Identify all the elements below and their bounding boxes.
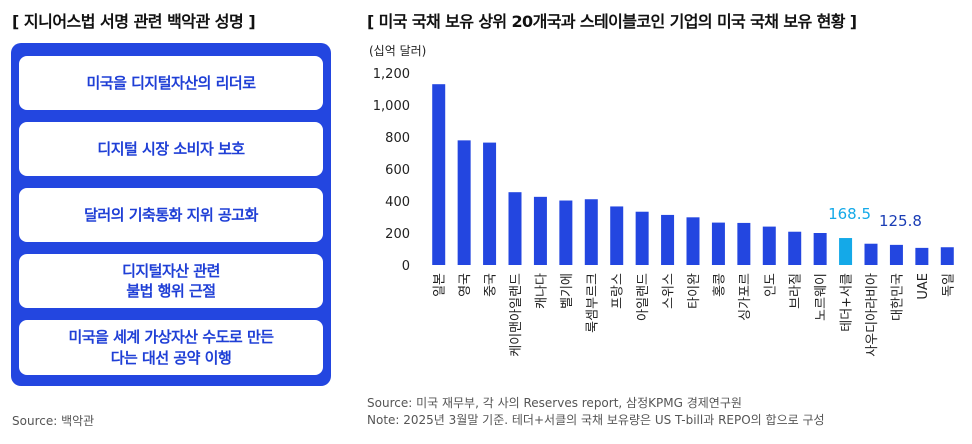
- x-tick-label: 캐나다: [534, 273, 549, 309]
- x-tick-label: 인도: [763, 273, 778, 297]
- chart-note: Note: 2025년 3월말 기준. 테더+서클의 국채 보유량은 US T-…: [367, 413, 825, 427]
- y-tick-label: 1,200: [373, 67, 410, 82]
- y-tick-label: 600: [385, 163, 410, 178]
- left-panel-title: [ 지니어스법 서명 관련 백악관 성명 ]: [12, 12, 256, 31]
- bar: [635, 211, 649, 265]
- y-tick-label: 0: [402, 259, 410, 274]
- y-tick-label: 1,000: [373, 99, 410, 114]
- x-tick-label: 싱가포르: [738, 273, 753, 321]
- x-tick-label: 독일: [941, 273, 956, 297]
- x-tick-label: 대한민국: [890, 273, 905, 321]
- bar: [584, 199, 598, 265]
- bar: [788, 231, 802, 265]
- bar: [508, 192, 522, 265]
- bar-chart: 0 200 400 600 800 1,000 1,200 일본 영국 중국 케이맨아일랜드 캐나다 벨…: [373, 67, 957, 357]
- x-tick-label: 브라질: [789, 273, 804, 309]
- x-tick-label: 아일랜드: [636, 273, 651, 321]
- y-tick-label: 400: [385, 195, 410, 210]
- x-tick-label: UAE: [916, 273, 931, 300]
- bar: [533, 196, 547, 265]
- statement-item-text: 미국을 세계 가상자산 수도로 만든 다는 대선 공약 이행: [68, 328, 274, 367]
- bar: [915, 247, 929, 265]
- y-tick-label: 200: [385, 227, 410, 242]
- bar: [457, 140, 471, 265]
- bar: [661, 214, 675, 265]
- bar: [940, 247, 954, 265]
- statement-item: 디지털 시장 소비자 보호: [19, 122, 323, 176]
- data-label: 125.8: [879, 212, 922, 230]
- bar: [559, 200, 573, 265]
- bar: [864, 243, 878, 265]
- x-tick-label: 사우디아라비아: [865, 273, 880, 357]
- x-tick-label: 케이맨아일랜드: [509, 273, 524, 357]
- x-tick-label: 테더+서클: [840, 273, 855, 332]
- x-tick-label: 프랑스: [611, 273, 626, 309]
- left-source: Source: 백악관: [12, 414, 95, 428]
- chart-unit-label: (십억 달러): [369, 44, 427, 58]
- x-tick-label: 타이완: [687, 273, 702, 309]
- y-tick-label: 800: [385, 131, 410, 146]
- bar: [889, 244, 903, 265]
- x-tick-label: 중국: [484, 273, 499, 297]
- x-tick-label: 룩셈부르크: [585, 273, 600, 333]
- statement-item-text: 디지털 시장 소비자 보호: [97, 139, 245, 158]
- x-tick-label: 일본: [433, 273, 448, 297]
- x-tick-label: 스위스: [662, 273, 677, 309]
- x-tick-label: 영국: [458, 273, 473, 297]
- chart-title: [ 미국 국채 보유 상위 20개국과 스테이블코인 기업의 미국 국채 보유 …: [367, 12, 857, 31]
- chart-source: Source: 미국 재무부, 각 사의 Reserves report, 삼정…: [367, 396, 742, 410]
- statement-item-text: 미국을 디지털자산의 리더로: [86, 73, 256, 92]
- data-label: 168.5: [828, 205, 871, 223]
- x-tick-label: 홍콩: [712, 273, 727, 297]
- x-tick-label: 노르웨이: [814, 273, 829, 321]
- bar: [432, 84, 446, 265]
- bar: [686, 217, 700, 265]
- statement-panel: 미국을 디지털자산의 리더로 디지털 시장 소비자 보호 달러의 기축통화 지위…: [11, 43, 331, 386]
- bar: [711, 222, 725, 265]
- bar: [610, 206, 624, 265]
- statement-item: 미국을 세계 가상자산 수도로 만든 다는 대선 공약 이행: [19, 320, 323, 375]
- statement-item: 달러의 기축통화 지위 공고화: [19, 188, 323, 242]
- bar: [813, 233, 827, 265]
- x-tick-label: 벨기에: [560, 273, 575, 309]
- statement-item-text: 달러의 기축통화 지위 공고화: [84, 205, 258, 224]
- bar: [737, 222, 751, 265]
- statement-item: 미국을 디지털자산의 리더로: [19, 56, 323, 110]
- statement-item-text: 디지털자산 관련 불법 행위 근절: [122, 261, 220, 300]
- chart-notes: Source: 미국 재무부, 각 사의 Reserves report, 삼정…: [367, 395, 825, 429]
- bar: [839, 238, 853, 265]
- bar: [762, 226, 776, 265]
- statement-item: 디지털자산 관련 불법 행위 근절: [19, 254, 323, 308]
- bar: [483, 142, 497, 265]
